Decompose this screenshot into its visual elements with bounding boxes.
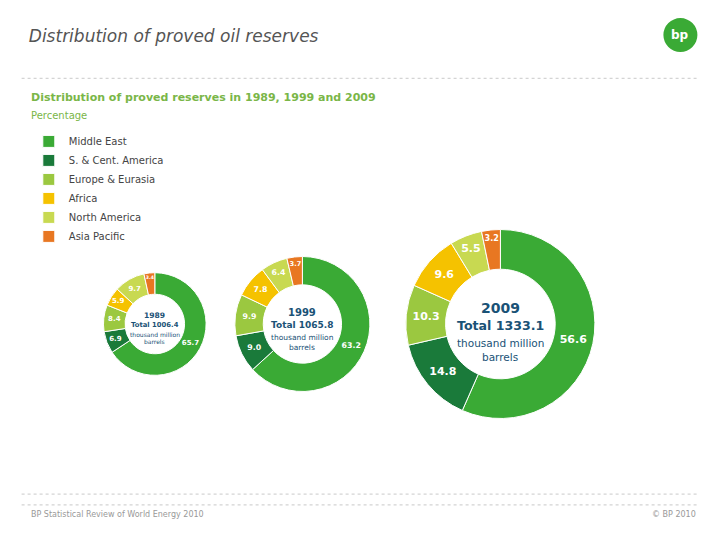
svg-text:1989: 1989 — [144, 311, 165, 320]
svg-text:6.9: 6.9 — [109, 335, 122, 343]
svg-text:10.3: 10.3 — [413, 310, 440, 323]
svg-text:© BP 2010: © BP 2010 — [652, 510, 696, 519]
svg-text:3.7: 3.7 — [290, 260, 302, 268]
svg-text:Percentage: Percentage — [31, 110, 87, 121]
svg-text:56.6: 56.6 — [560, 333, 587, 346]
svg-text:barrels: barrels — [289, 343, 315, 352]
svg-text:1999: 1999 — [288, 307, 316, 318]
svg-text:S. & Cent. America: S. & Cent. America — [69, 155, 164, 166]
svg-text:9.6: 9.6 — [434, 268, 454, 281]
svg-text:Africa: Africa — [69, 193, 98, 204]
svg-text:2009: 2009 — [481, 300, 520, 316]
svg-text:Distribution of proved oil res: Distribution of proved oil reserves — [29, 26, 319, 46]
svg-text:thousand million: thousand million — [457, 337, 544, 349]
svg-text:6.4: 6.4 — [272, 268, 286, 277]
svg-text:Total 1006.4: Total 1006.4 — [131, 321, 179, 329]
svg-text:9.9: 9.9 — [243, 312, 257, 321]
svg-text:thousand million: thousand million — [130, 331, 180, 338]
svg-text:Asia Pacific: Asia Pacific — [69, 231, 125, 242]
svg-text:5.9: 5.9 — [112, 297, 125, 305]
svg-text:North America: North America — [69, 212, 141, 223]
svg-text:9.0: 9.0 — [247, 343, 261, 352]
svg-text:barrels: barrels — [144, 338, 165, 345]
svg-text:7.8: 7.8 — [254, 285, 268, 294]
svg-text:65.7: 65.7 — [182, 339, 199, 347]
svg-text:BP Statistical Review of World: BP Statistical Review of World Energy 20… — [31, 510, 204, 519]
svg-text:thousand million: thousand million — [271, 333, 334, 342]
svg-text:8.4: 8.4 — [108, 315, 121, 323]
svg-text:3.4: 3.4 — [146, 275, 155, 280]
svg-text:Total 1065.8: Total 1065.8 — [271, 320, 333, 330]
svg-text:Total 1333.1: Total 1333.1 — [457, 318, 544, 333]
svg-text:9.7: 9.7 — [128, 285, 141, 293]
svg-text:Europe & Eurasia: Europe & Eurasia — [69, 174, 155, 185]
svg-text:63.2: 63.2 — [342, 341, 361, 350]
svg-text:Middle East: Middle East — [69, 136, 127, 147]
svg-text:barrels: barrels — [482, 351, 518, 363]
svg-text:5.5: 5.5 — [461, 242, 481, 255]
svg-text:14.8: 14.8 — [429, 365, 456, 378]
svg-text:Distribution of proved reserve: Distribution of proved reserves in 1989,… — [31, 91, 376, 104]
svg-text:3.2: 3.2 — [485, 233, 499, 243]
svg-text:bp: bp — [671, 28, 689, 42]
